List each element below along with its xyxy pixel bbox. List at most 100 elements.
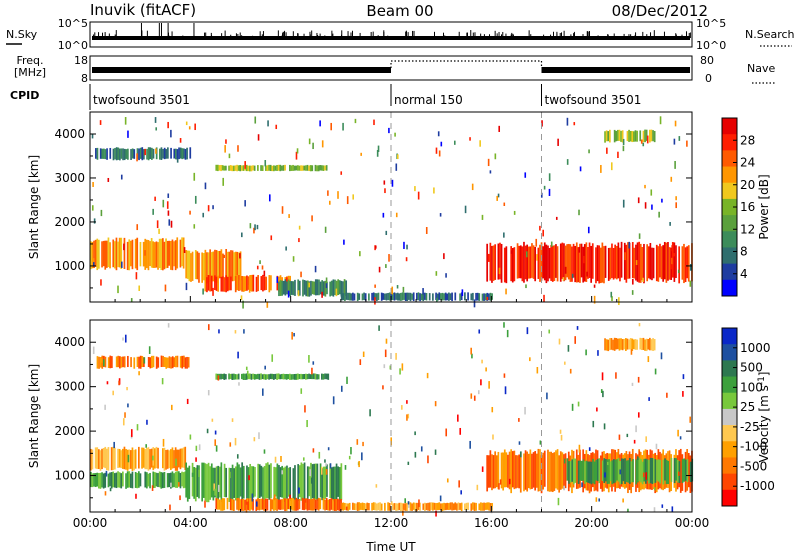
echo-cell <box>607 131 610 142</box>
echo-cell <box>166 240 169 268</box>
echo-cell <box>139 147 142 159</box>
echo-cell <box>497 243 500 280</box>
echo-scatter <box>543 185 546 190</box>
echo-scatter <box>270 235 273 241</box>
echo-scatter <box>487 253 490 262</box>
echo-cell <box>95 148 97 159</box>
echo-scatter <box>360 152 362 156</box>
echo-scatter <box>162 199 165 208</box>
echo-cell <box>400 502 402 512</box>
echo-scatter <box>308 138 311 145</box>
colorbar-cell <box>722 118 737 135</box>
echo-scatter <box>224 145 226 153</box>
echo-cell <box>287 467 290 497</box>
echo-scatter <box>632 278 634 285</box>
echo-cell <box>532 245 535 279</box>
echo-scatter <box>362 441 364 447</box>
echo-scatter <box>542 229 544 237</box>
echo-cell <box>653 339 656 351</box>
echo-cell <box>464 292 466 301</box>
echo-cell <box>319 498 322 510</box>
echo-cell <box>460 502 463 512</box>
echo-cell <box>644 458 647 484</box>
echo-cell <box>302 279 304 297</box>
echo-scatter <box>145 444 147 448</box>
echo-cell <box>547 245 549 282</box>
echo-cell <box>127 355 129 368</box>
echo-cell <box>412 292 415 302</box>
echo-scatter <box>682 391 684 397</box>
echo-cell <box>686 459 689 483</box>
echo-scatter <box>246 370 249 376</box>
echo-scatter <box>445 428 448 437</box>
echo-cell <box>348 502 351 510</box>
echo-cell <box>265 276 267 290</box>
echo-cell <box>569 244 572 282</box>
echo-cell <box>457 502 460 511</box>
echo-cell <box>101 448 103 470</box>
echo-cell <box>438 502 441 511</box>
echo-scatter <box>391 286 394 295</box>
echo-cell <box>171 447 174 469</box>
echo-cell <box>610 338 613 350</box>
echo-cell <box>332 279 335 297</box>
echo-cell <box>214 249 216 283</box>
echo-cell <box>561 242 564 279</box>
x-tick-label: 12:00 <box>374 516 409 530</box>
echo-cell <box>297 464 300 502</box>
echo-scatter <box>675 202 677 209</box>
echo-cell <box>179 472 182 489</box>
echo-cell <box>322 466 325 502</box>
echo-cell <box>534 451 537 491</box>
echo-cell <box>340 293 343 301</box>
echo-scatter <box>420 446 423 452</box>
echo-cell <box>683 243 685 284</box>
echo-cell <box>152 355 155 368</box>
echo-cell <box>96 147 99 160</box>
echo-cell <box>531 243 533 278</box>
echo-cell <box>223 165 226 171</box>
echo-cell <box>612 247 615 280</box>
echo-scatter <box>458 480 460 488</box>
echo-cell <box>257 498 259 511</box>
echo-cell <box>645 338 648 352</box>
echo-cell <box>244 276 247 292</box>
echo-cell <box>678 246 681 284</box>
echo-cell <box>120 148 123 159</box>
velocity-x-ticks: 00:00 04:00 08:00 12:00 16:00 20:00 00:00 <box>73 296 709 530</box>
echo-cell <box>123 237 126 269</box>
echo-scatter <box>606 461 609 466</box>
echo-scatter <box>686 140 688 147</box>
echo-cell <box>377 502 380 511</box>
echo-cell <box>281 165 283 171</box>
echo-cell <box>663 241 666 280</box>
echo-cell <box>182 237 185 269</box>
echo-scatter <box>306 419 308 428</box>
echo-cell <box>393 503 396 510</box>
echo-cell <box>601 460 604 482</box>
echo-scatter <box>152 208 154 215</box>
echo-cell <box>344 502 346 510</box>
echo-cell <box>515 455 517 489</box>
echo-cell <box>218 466 221 498</box>
power-ylabel: Slant Range [km] <box>27 155 41 259</box>
echo-cell <box>122 356 124 368</box>
echo-cell <box>344 292 346 302</box>
echo-cell <box>258 464 261 498</box>
echo-cell <box>345 292 348 300</box>
echo-cell <box>147 447 150 471</box>
echo-cell <box>220 373 222 380</box>
echo-cell <box>126 471 129 488</box>
echo-scatter <box>106 381 109 385</box>
echo-scatter <box>502 452 504 461</box>
echo-cell <box>181 355 184 369</box>
echo-cell <box>446 502 449 510</box>
echo-scatter <box>427 455 429 464</box>
echo-scatter <box>255 501 258 507</box>
echo-cell <box>196 251 199 280</box>
echo-cell <box>112 446 115 471</box>
echo-cell <box>163 471 166 488</box>
echo-cell <box>668 450 671 493</box>
echo-cell <box>604 131 606 143</box>
echo-cell <box>414 502 417 511</box>
